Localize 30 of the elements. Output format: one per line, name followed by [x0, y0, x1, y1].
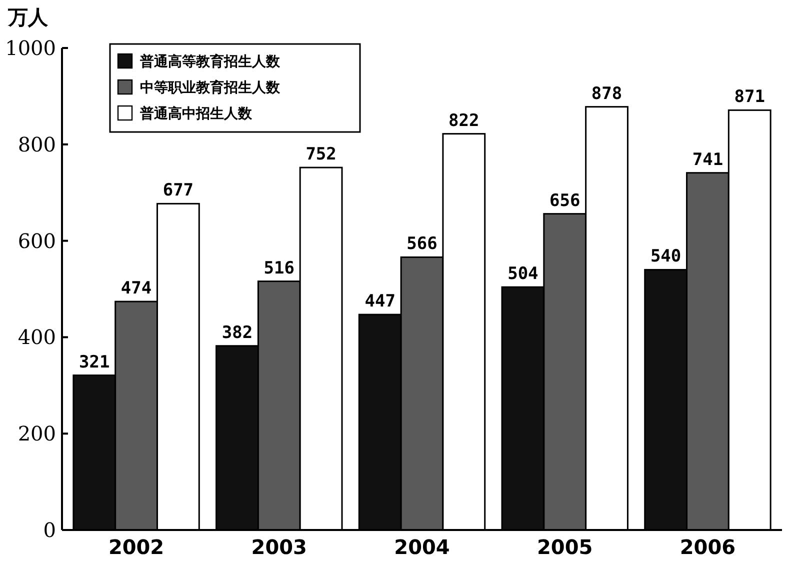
y-tick-label: 800 — [18, 132, 56, 156]
data-label: 656 — [550, 190, 580, 211]
data-label: 822 — [448, 110, 480, 131]
data-label: 447 — [364, 292, 396, 312]
y-tick-label: 0 — [43, 518, 56, 542]
y-tick-label: 200 — [18, 422, 56, 446]
legend-label: 普通高等教育招生人数 — [139, 52, 281, 70]
data-label: 504 — [508, 264, 538, 284]
data-label: 741 — [692, 150, 724, 170]
data-label: 677 — [162, 180, 194, 201]
y-tick-label: 1000 — [5, 36, 56, 60]
data-label: 878 — [591, 84, 622, 104]
data-label: 540 — [650, 246, 682, 267]
x-tick-label: 2002 — [108, 535, 164, 559]
data-label: 474 — [120, 278, 152, 299]
data-label: 871 — [734, 87, 765, 108]
x-tick-label: 2006 — [680, 535, 736, 559]
y-axis-title: 万人 — [7, 5, 49, 29]
data-label: 321 — [79, 352, 110, 372]
x-tick-label: 2004 — [394, 535, 450, 559]
legend-label: 中等职业教育招生人数 — [140, 78, 281, 96]
x-tick-label: 2005 — [537, 535, 593, 559]
data-label: 752 — [306, 144, 336, 165]
data-label: 382 — [222, 322, 253, 343]
data-label: 516 — [264, 258, 294, 278]
legend-label: 普通高中招生人数 — [139, 104, 253, 122]
x-tick-label: 2003 — [251, 535, 307, 559]
y-tick-label: 400 — [18, 325, 56, 350]
data-label: 566 — [406, 234, 438, 254]
y-tick-label: 600 — [18, 228, 56, 253]
